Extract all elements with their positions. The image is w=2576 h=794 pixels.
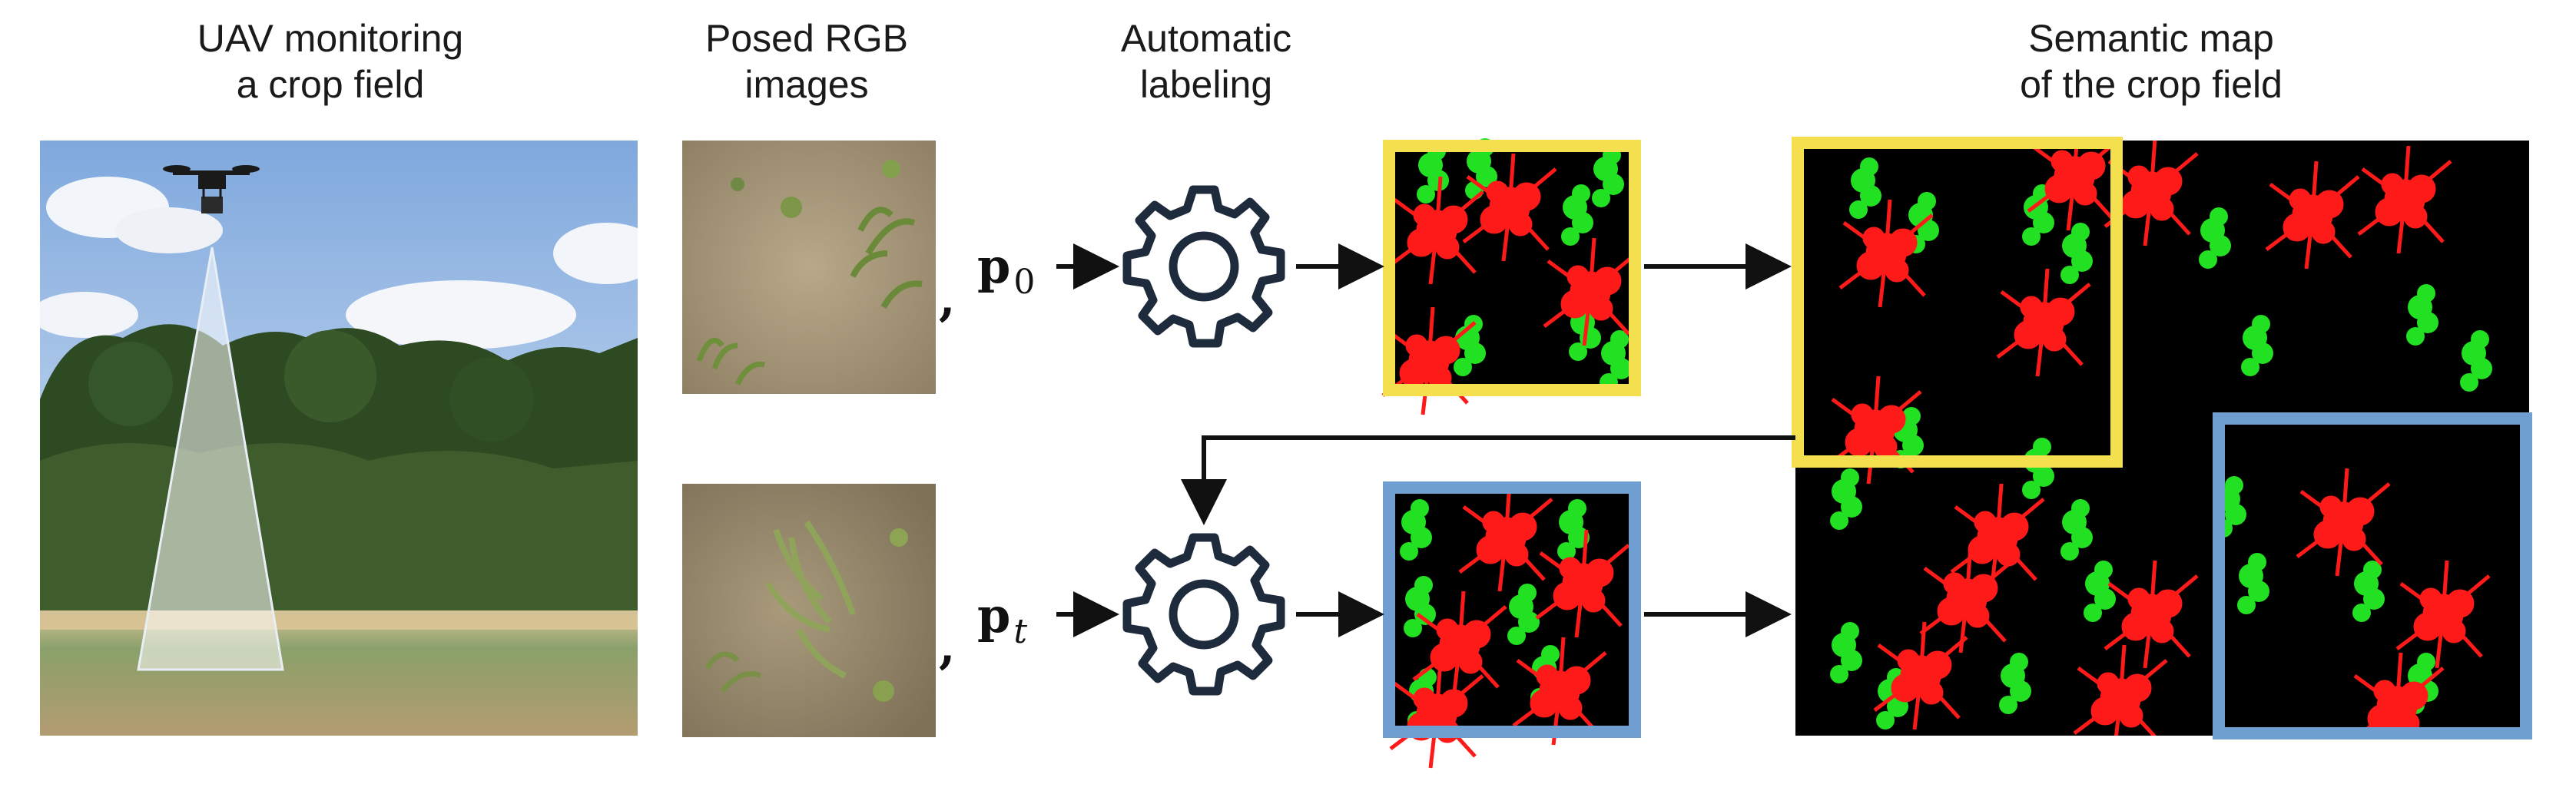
comma-current: ,	[939, 618, 956, 674]
label-mask-first	[1383, 138, 1641, 415]
rgb-image-current	[682, 484, 936, 737]
rgb-image-first	[682, 141, 936, 394]
map-frame-first	[1792, 137, 2123, 468]
map-column-title: Semantic map of the crop field	[2020, 17, 2283, 106]
map-frame-current	[2213, 412, 2532, 739]
flow-arrows	[1056, 243, 1795, 637]
semantic-map	[1795, 141, 2529, 736]
gear-icon	[1122, 533, 1285, 696]
pose-pt: pt	[977, 587, 1028, 651]
uav-column-title: UAV monitoring a crop field	[197, 17, 464, 106]
arrow-map-feedback	[1181, 435, 1795, 525]
labeling-column-title: Automatic labeling	[1120, 17, 1292, 106]
drone-icon	[163, 165, 260, 213]
pose-p0: p0	[977, 238, 1036, 302]
label-mask-current	[1383, 481, 1641, 768]
gear-icon	[1122, 185, 1285, 348]
comma-first: ,	[939, 270, 956, 326]
rgb-column-title: Posed RGB images	[705, 17, 908, 106]
uav-photo	[40, 141, 638, 736]
